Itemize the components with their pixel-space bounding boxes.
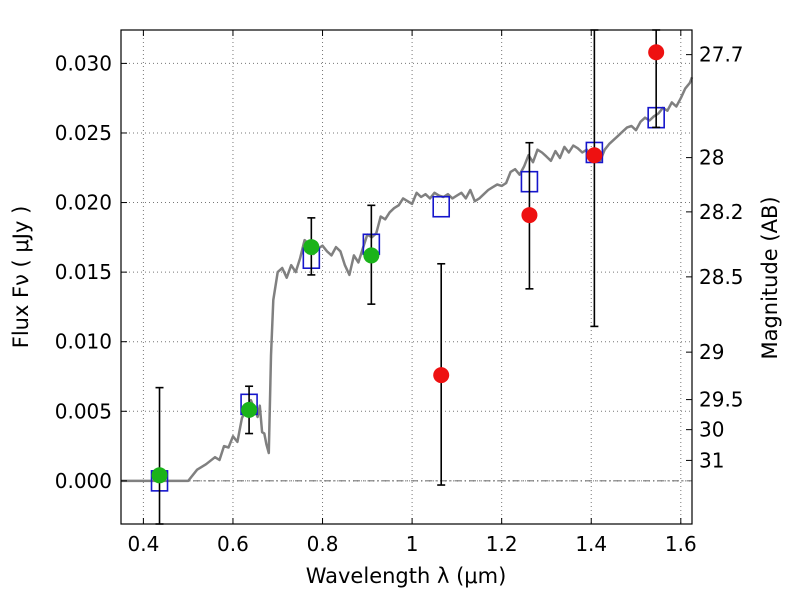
y-tick-label: 0.000 (55, 469, 112, 493)
y2-tick-label: 28.2 (699, 200, 744, 224)
axis-ticks (121, 30, 692, 524)
green-data-point (363, 247, 380, 264)
y-tick-label: 0.010 (55, 330, 112, 354)
y-axis-title: Flux Fν ( μJy ) (9, 206, 33, 349)
y2-tick-label: 30 (699, 418, 724, 442)
y-tick-label: 0.015 (55, 260, 112, 284)
y-tick-label: 0.020 (55, 191, 112, 215)
y2-tick-label: 28 (699, 146, 724, 170)
green-data-point (151, 467, 168, 484)
y2-tick-label: 27.7 (699, 43, 744, 67)
x-tick-label: 0.8 (307, 532, 339, 556)
y2-tick-label: 28.5 (699, 265, 744, 289)
red-data-point (586, 147, 603, 164)
model-spectrum-line (121, 76, 694, 483)
red-data-point (433, 367, 450, 384)
y2-tick-label: 29 (699, 340, 724, 364)
y2-tick-label: 29.5 (699, 388, 744, 412)
x-tick-label: 1.2 (486, 532, 518, 556)
red-data-point (648, 44, 665, 61)
y-tick-label: 0.025 (55, 121, 112, 145)
tick-labels: 0.4 0.6 0.8 1 1.2 1.4 1.6 0.000 0.005 0.010 0.015 0… (55, 43, 744, 556)
y2-axis-title: Magnitude (AB) (758, 196, 782, 359)
model-spectrum-layer (121, 76, 694, 483)
x-tick-label: 0.6 (217, 532, 249, 556)
x-tick-label: 1 (406, 532, 419, 556)
model-flux-box (432, 195, 451, 218)
x-tick-label: 1.4 (575, 532, 607, 556)
x-tick-label: 0.4 (127, 532, 159, 556)
y-tick-label: 0.005 (55, 399, 112, 423)
green-data-point (241, 401, 258, 418)
observed-points (151, 44, 665, 484)
y-tick-label: 0.030 (55, 51, 112, 75)
x-tick-label: 1.6 (665, 532, 697, 556)
x-axis-title: Wavelength λ (μm) (306, 564, 507, 588)
green-data-point (303, 239, 320, 256)
red-data-point (521, 207, 538, 224)
y2-tick-label: 31 (699, 448, 724, 472)
